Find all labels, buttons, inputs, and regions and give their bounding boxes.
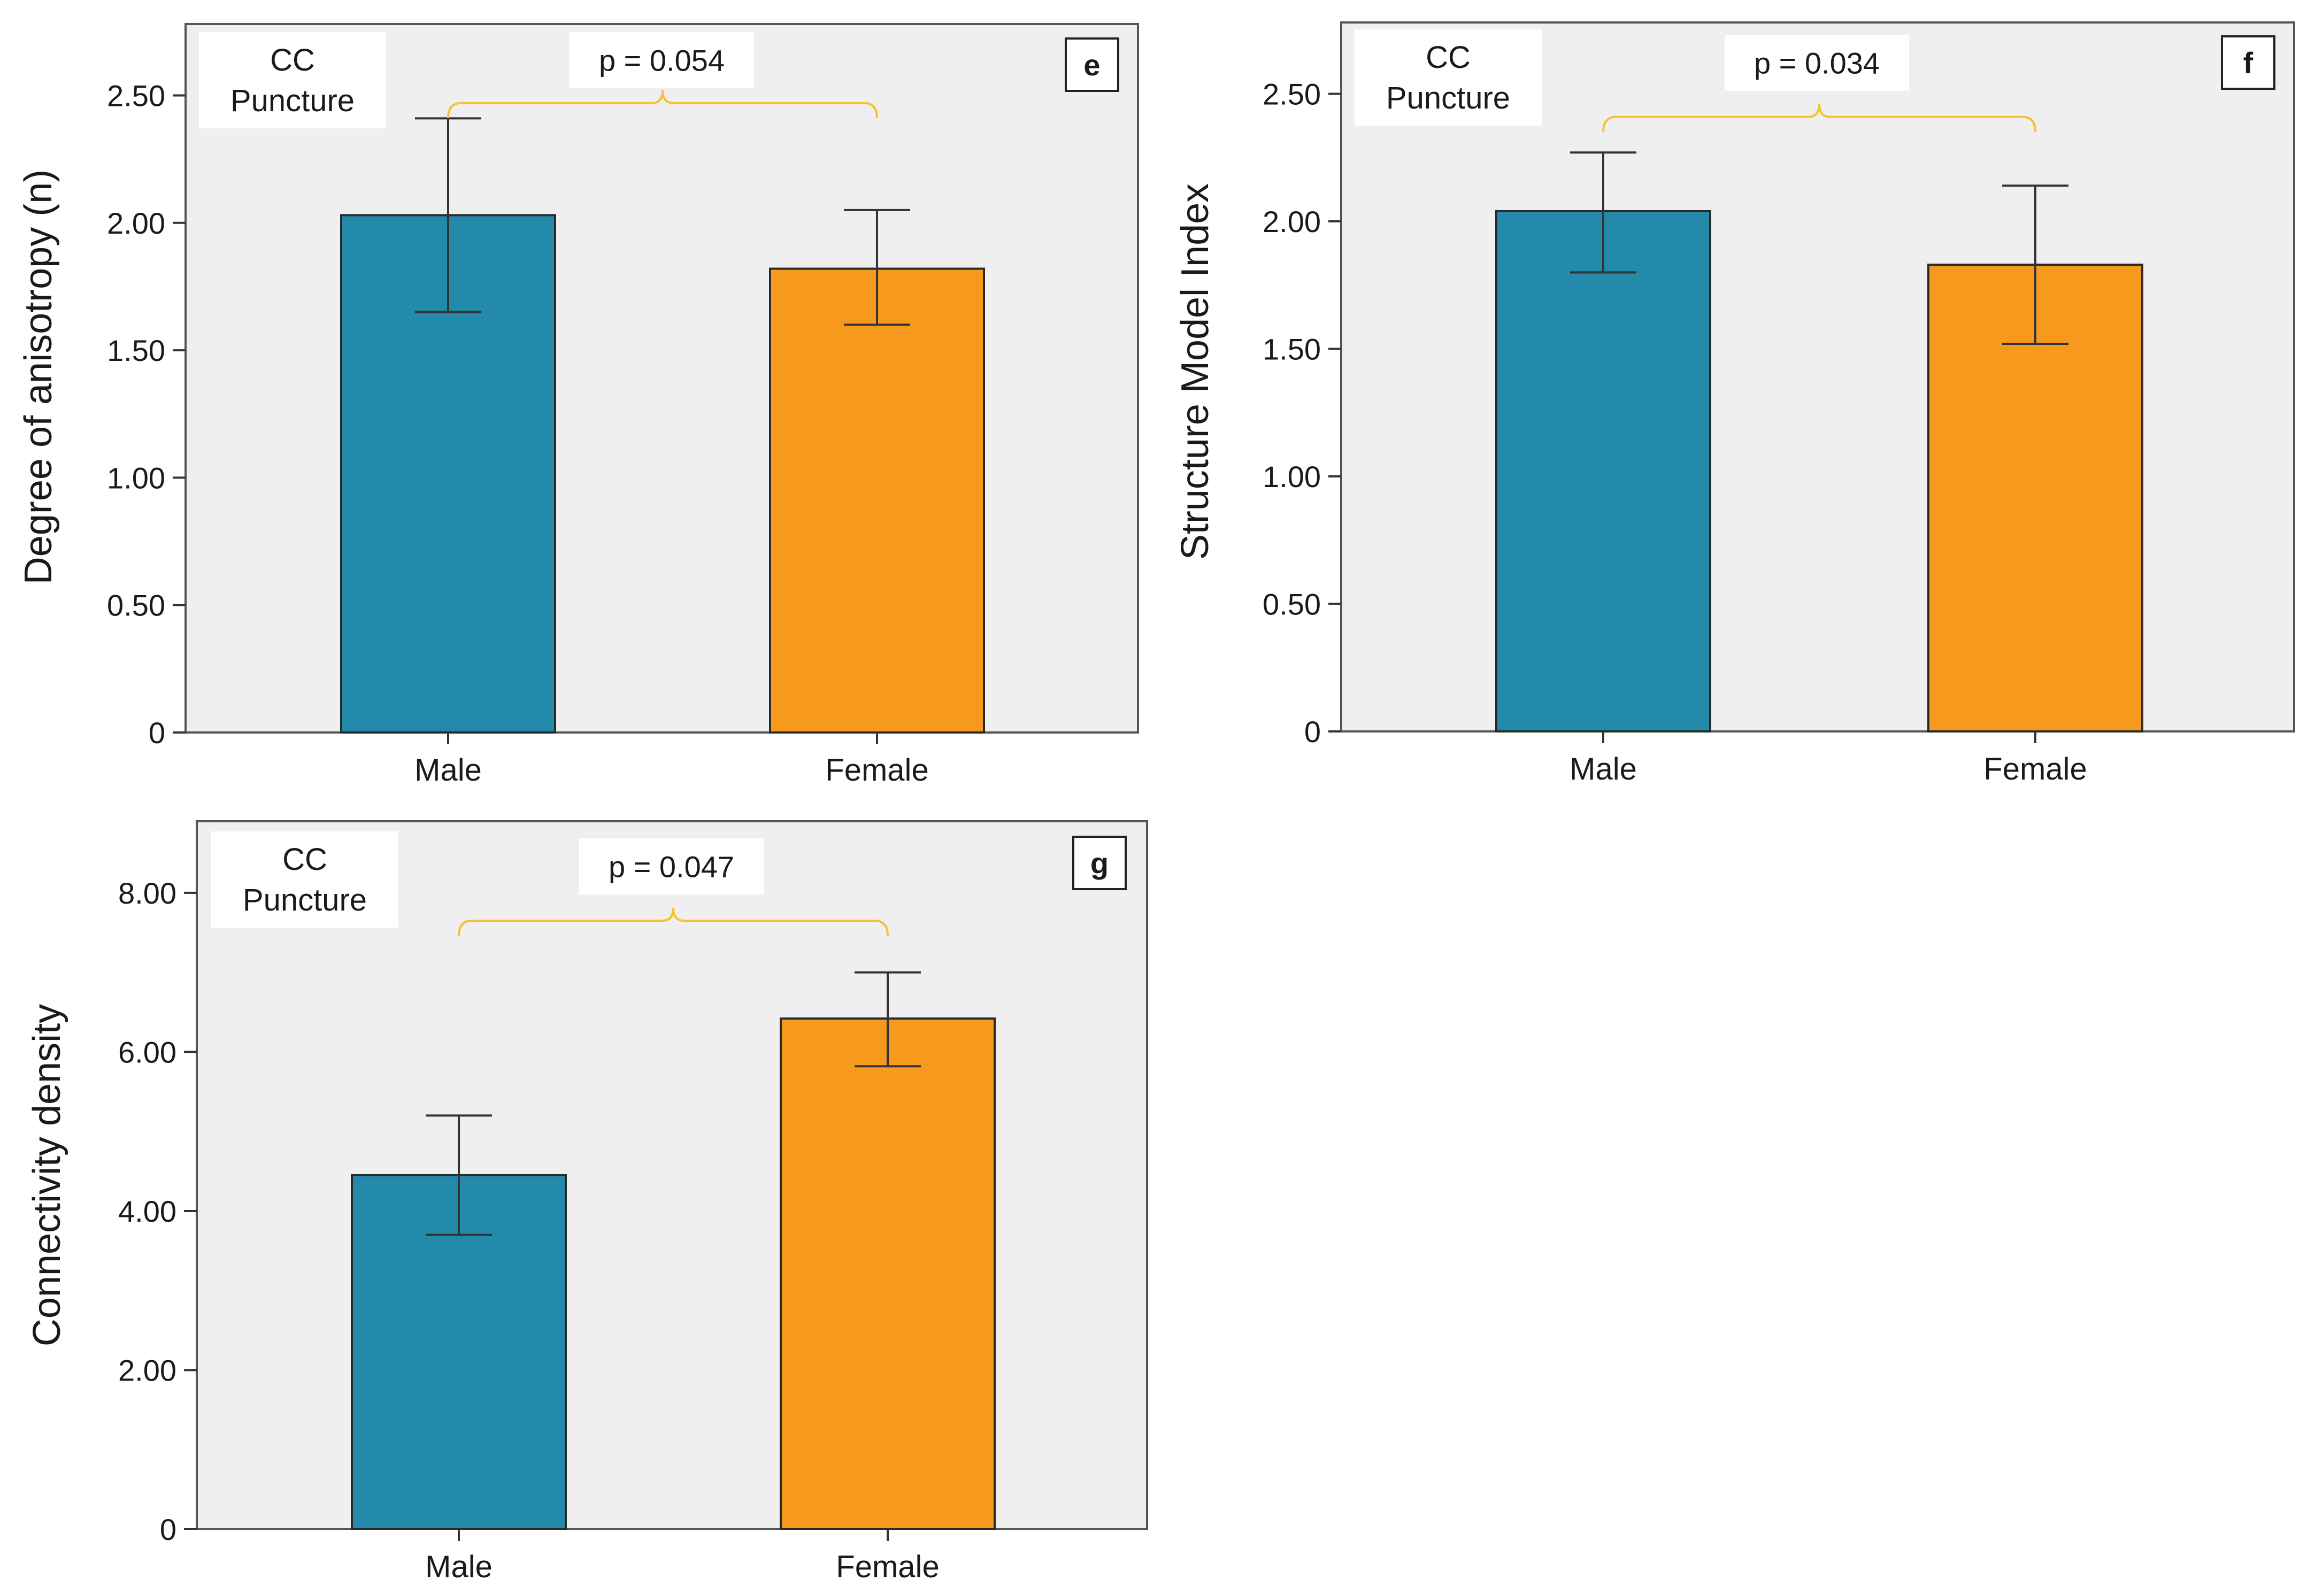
y-tick-label: 1.50 bbox=[107, 334, 165, 367]
x-tick-label-male: Male bbox=[1570, 752, 1637, 787]
x-tick-label-female: Female bbox=[1983, 752, 2087, 787]
p-value-label: p = 0.047 bbox=[609, 850, 734, 884]
y-tick-label: 4.00 bbox=[118, 1194, 176, 1228]
y-axis-title: Connectivity density bbox=[26, 1004, 68, 1346]
p-value-box bbox=[579, 838, 764, 895]
annotation-line: CC bbox=[1426, 40, 1471, 75]
panel-letter-box bbox=[2221, 35, 2275, 90]
y-tick-label: 0 bbox=[1304, 715, 1321, 749]
y-tick-label: 2.50 bbox=[107, 79, 165, 112]
annotation-line: Puncture bbox=[1386, 81, 1510, 115]
y-tick-label: 8.00 bbox=[118, 876, 176, 910]
p-value-label: p = 0.034 bbox=[1754, 47, 1880, 80]
y-tick-label: 1.00 bbox=[107, 461, 165, 495]
y-tick-label: 2.00 bbox=[118, 1353, 176, 1387]
panel-f: 0 0.50 1.00 1.50 2.00 2.50 Male Female p = 0.034… bbox=[1174, 21, 2295, 787]
panel-letter-box bbox=[1065, 37, 1119, 92]
annotation-box bbox=[211, 831, 398, 928]
y-tick-label: 6.00 bbox=[118, 1035, 176, 1069]
panel-letter-box bbox=[1072, 836, 1127, 890]
x-tick-label-female: Female bbox=[836, 1549, 939, 1584]
annotation-box bbox=[199, 32, 386, 128]
panel-e: 0 0.50 1.00 1.50 2.00 2.50 Male Female p = 0.054… bbox=[17, 23, 1139, 788]
y-tick-label: 0.50 bbox=[107, 589, 165, 622]
y-tick-label: 0 bbox=[149, 716, 165, 750]
y-tick-label: 0 bbox=[160, 1513, 176, 1546]
y-tick-label: 2.50 bbox=[1263, 78, 1321, 111]
plot-area bbox=[184, 23, 1139, 734]
annotation-box bbox=[1355, 29, 1542, 126]
annotation-line: Puncture bbox=[230, 83, 355, 118]
panel-letter: f bbox=[2243, 46, 2254, 80]
panel-g: 0 2.00 4.00 6.00 8.00 Male Female p = 0.047 CC Pu… bbox=[26, 820, 1148, 1584]
y-tick-label: 1.50 bbox=[1263, 333, 1321, 366]
x-tick-label-female: Female bbox=[825, 753, 928, 788]
bar-male bbox=[1495, 210, 1711, 733]
x-tick-label-male: Male bbox=[425, 1549, 493, 1584]
y-tick-label: 1.00 bbox=[1263, 460, 1321, 494]
panel-letter: e bbox=[1083, 48, 1100, 82]
y-tick-label: 2.00 bbox=[107, 206, 165, 240]
y-axis-title: Degree of anisotropy (n) bbox=[17, 169, 60, 584]
p-value-box bbox=[1725, 35, 1909, 91]
panel-letter: g bbox=[1090, 846, 1109, 880]
significance-bracket bbox=[447, 90, 878, 118]
significance-bracket bbox=[458, 907, 889, 936]
bar-female bbox=[769, 267, 985, 734]
annotation-line: Puncture bbox=[243, 883, 367, 917]
y-tick-label: 2.00 bbox=[1263, 205, 1321, 238]
y-tick-label: 0.50 bbox=[1263, 588, 1321, 621]
annotation-line: CC bbox=[282, 842, 327, 877]
x-tick-label-male: Male bbox=[414, 753, 482, 788]
y-axis-title: Structure Model Index bbox=[1174, 183, 1217, 560]
annotation-line: CC bbox=[270, 43, 315, 78]
bar-female bbox=[780, 1017, 996, 1530]
p-value-box bbox=[570, 32, 754, 88]
p-value-label: p = 0.054 bbox=[599, 44, 725, 78]
plot-area bbox=[1340, 21, 2295, 733]
